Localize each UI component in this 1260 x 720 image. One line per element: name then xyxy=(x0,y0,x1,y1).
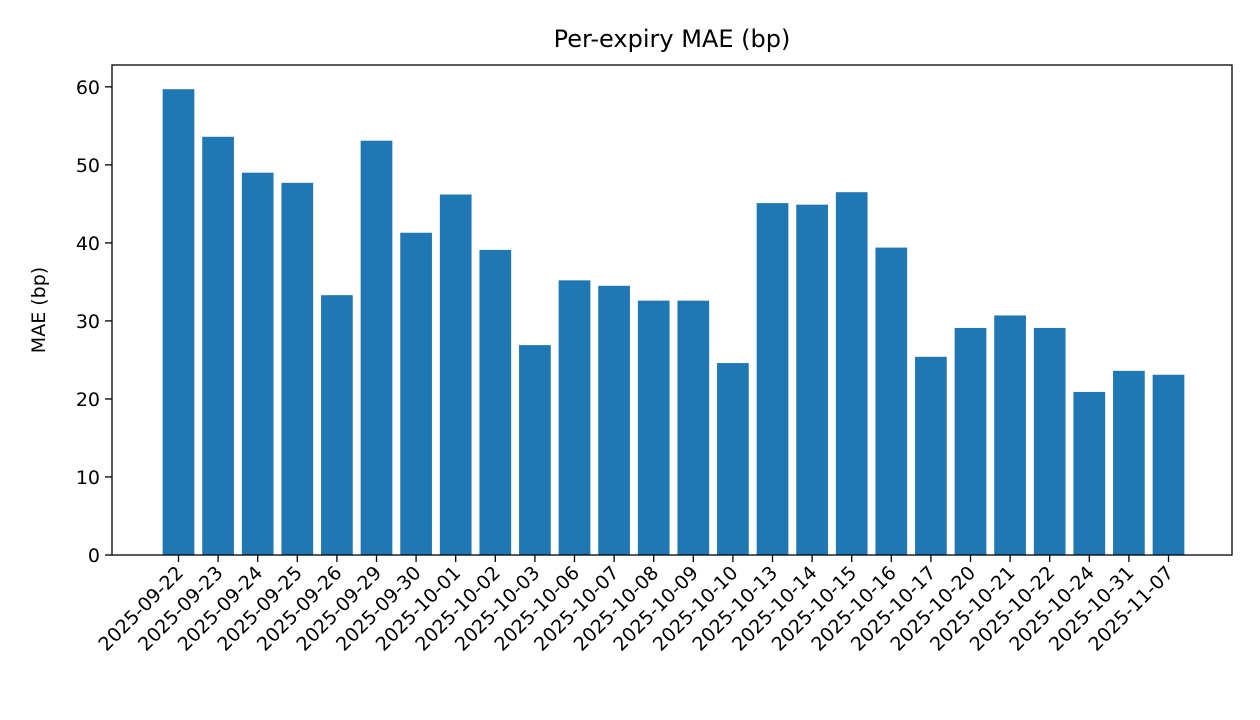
bar-2025-10-06 xyxy=(558,280,591,555)
bar-2025-11-07 xyxy=(1152,374,1185,555)
bar-2025-09-24 xyxy=(241,172,274,555)
bar-2025-10-13 xyxy=(756,203,789,556)
y-ticks-group: 0 10 20 30 40 50 60 xyxy=(76,77,112,567)
bar-2025-10-02 xyxy=(479,249,512,556)
bar-2025-10-21 xyxy=(994,315,1026,555)
bar-2025-09-26 xyxy=(321,295,353,555)
bar-2025-09-30 xyxy=(400,232,432,555)
bar-2025-10-03 xyxy=(519,345,551,555)
bar-2025-09-22 xyxy=(162,89,195,555)
bar-2025-09-25 xyxy=(281,182,314,555)
y-tick-label: 0 xyxy=(88,545,100,567)
bar-2025-10-14 xyxy=(796,204,828,556)
chart-title: Per-expiry MAE (bp) xyxy=(554,25,791,53)
bar-2025-10-16 xyxy=(875,247,908,555)
bar-2025-10-08 xyxy=(637,300,670,555)
bar-2025-10-31 xyxy=(1113,370,1145,555)
y-tick-label: 50 xyxy=(76,155,100,177)
bar-2025-10-24 xyxy=(1073,391,1106,555)
bar-2025-09-23 xyxy=(202,136,234,555)
x-ticks-group: 2025-09-222025-09-232025-09-242025-09-25… xyxy=(94,555,1178,656)
bar-2025-10-20 xyxy=(954,327,987,555)
y-axis-label: MAE (bp) xyxy=(28,267,50,353)
bar-2025-09-29 xyxy=(360,140,393,555)
bar-2025-10-09 xyxy=(677,300,710,555)
y-tick-label: 20 xyxy=(76,389,100,411)
bar-2025-10-10 xyxy=(717,363,749,555)
bar-2025-10-07 xyxy=(598,285,630,555)
plot-frame xyxy=(111,64,1233,556)
bars-group xyxy=(162,89,1185,556)
y-tick-label: 10 xyxy=(76,467,100,489)
bar-2025-10-22 xyxy=(1033,327,1066,555)
bar-2025-10-15 xyxy=(835,192,868,555)
y-tick-label: 40 xyxy=(76,233,100,255)
bar-2025-10-01 xyxy=(439,194,472,555)
bar-2025-10-17 xyxy=(915,356,947,555)
y-tick-label: 30 xyxy=(76,311,100,333)
y-tick-label: 60 xyxy=(76,77,100,99)
